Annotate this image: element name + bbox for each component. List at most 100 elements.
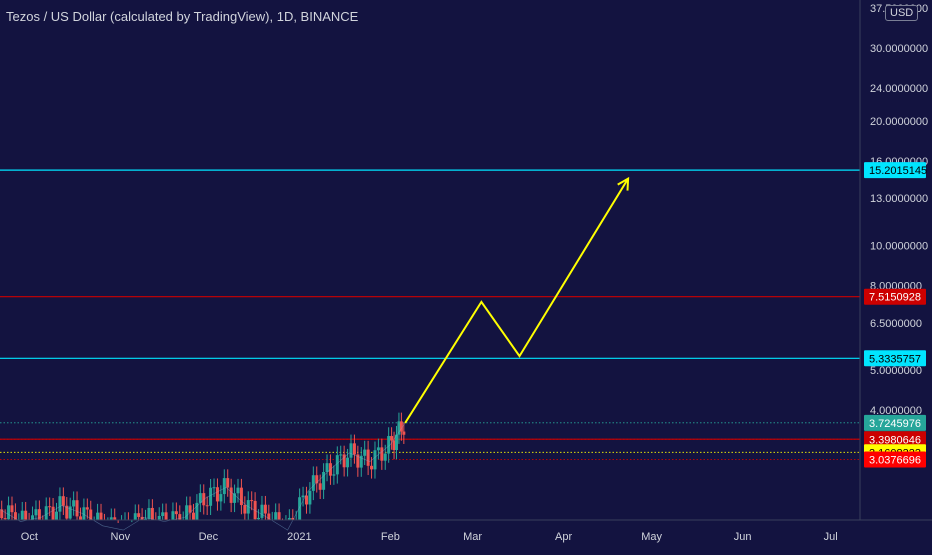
candle-body	[332, 474, 335, 475]
candle-body	[10, 505, 13, 512]
y-tick-label: 13.0000000	[870, 193, 928, 205]
candle-body	[96, 513, 99, 520]
price-label-text: 15.2015145	[869, 165, 927, 177]
x-tick-label: Nov	[111, 531, 131, 543]
candle-body	[308, 491, 311, 505]
candle-body	[100, 513, 103, 520]
candle-body	[175, 511, 178, 514]
candle-body	[161, 512, 164, 516]
candle-body	[319, 483, 322, 489]
candle-body	[62, 496, 65, 506]
candle-body	[213, 487, 216, 488]
candle-body	[274, 512, 277, 520]
candle-body	[158, 516, 161, 520]
candle-body	[349, 443, 352, 457]
candle-body	[402, 432, 405, 435]
candle-body	[151, 508, 154, 520]
candle-body	[24, 511, 27, 520]
y-tick-label: 6.5000000	[870, 318, 922, 330]
candle-body	[199, 493, 202, 503]
candle-body	[346, 458, 349, 468]
candle-body	[38, 509, 41, 520]
candle-body	[165, 512, 168, 520]
x-tick-label: Dec	[199, 531, 219, 543]
candle-body	[34, 509, 37, 515]
candle-body	[302, 496, 305, 498]
candle-body	[230, 488, 233, 503]
price-label-text: 5.3335757	[869, 353, 921, 365]
candle-body	[363, 450, 366, 456]
candle-body	[147, 508, 150, 519]
candle-body	[250, 500, 253, 501]
candle-body	[58, 496, 61, 511]
candle-body	[52, 507, 55, 520]
candle-body	[377, 447, 380, 450]
candle-body	[185, 505, 188, 520]
candle-body	[326, 463, 329, 472]
candle-body	[171, 511, 174, 520]
candle-body	[137, 513, 140, 517]
candle-body	[206, 505, 209, 506]
candle-body	[178, 514, 181, 520]
x-tick-label: Jun	[734, 531, 752, 543]
x-tick-label: Mar	[463, 531, 482, 543]
candle-body	[86, 507, 89, 509]
y-tick-label: 10.0000000	[870, 240, 928, 252]
candle-body	[240, 488, 243, 505]
price-label-text: 3.0376696	[869, 454, 921, 466]
price-label-text: 7.5150928	[869, 292, 921, 304]
candle-body	[76, 500, 79, 516]
candle-body	[55, 512, 58, 520]
candle-body	[134, 513, 137, 520]
candle-body	[4, 518, 7, 519]
candle-body	[367, 450, 370, 466]
candle-body	[79, 516, 82, 520]
candle-body	[298, 497, 301, 519]
candle-body	[312, 475, 315, 491]
candle-body	[202, 493, 205, 505]
x-tick-label: May	[641, 531, 662, 543]
candle-body	[236, 488, 239, 494]
candle-body	[264, 505, 267, 514]
candle-body	[243, 505, 246, 514]
candle-body	[315, 475, 318, 483]
candle-body	[305, 496, 308, 505]
candle-body	[192, 513, 195, 520]
x-tick-label: Apr	[555, 531, 572, 543]
candle-body	[257, 518, 260, 519]
x-tick-label: Feb	[381, 531, 400, 543]
price-label-text: 3.7245976	[869, 418, 921, 430]
currency-badge[interactable]: USD	[885, 5, 918, 21]
chart-title: Tezos / US Dollar (calculated by Trading…	[6, 9, 358, 24]
candle-body	[209, 488, 212, 506]
candle-body	[384, 454, 387, 461]
candle-body	[45, 506, 48, 520]
candle-body	[373, 450, 376, 469]
candle-body	[21, 511, 24, 520]
y-tick-label: 30.0000000	[870, 43, 928, 55]
candle-body	[353, 443, 356, 454]
y-tick-label: 5.0000000	[870, 365, 922, 377]
candle-body	[48, 506, 51, 507]
x-tick-label: Oct	[21, 531, 38, 543]
candle-body	[72, 500, 75, 506]
candle-body	[216, 487, 219, 501]
candle-body	[223, 478, 226, 494]
candle-body	[260, 505, 263, 518]
candle-body	[336, 455, 339, 474]
x-tick-label: Jul	[824, 531, 838, 543]
candle-body	[278, 512, 281, 520]
y-tick-label: 24.0000000	[870, 83, 928, 95]
candle-body	[339, 454, 342, 455]
candle-body	[7, 505, 10, 519]
candle-body	[219, 494, 222, 501]
candle-body	[390, 436, 393, 440]
candle-body	[226, 478, 229, 487]
candle-body	[370, 466, 373, 470]
y-tick-label: 20.0000000	[870, 116, 928, 128]
x-tick-label: 2021	[287, 531, 311, 543]
candle-body	[380, 447, 383, 460]
